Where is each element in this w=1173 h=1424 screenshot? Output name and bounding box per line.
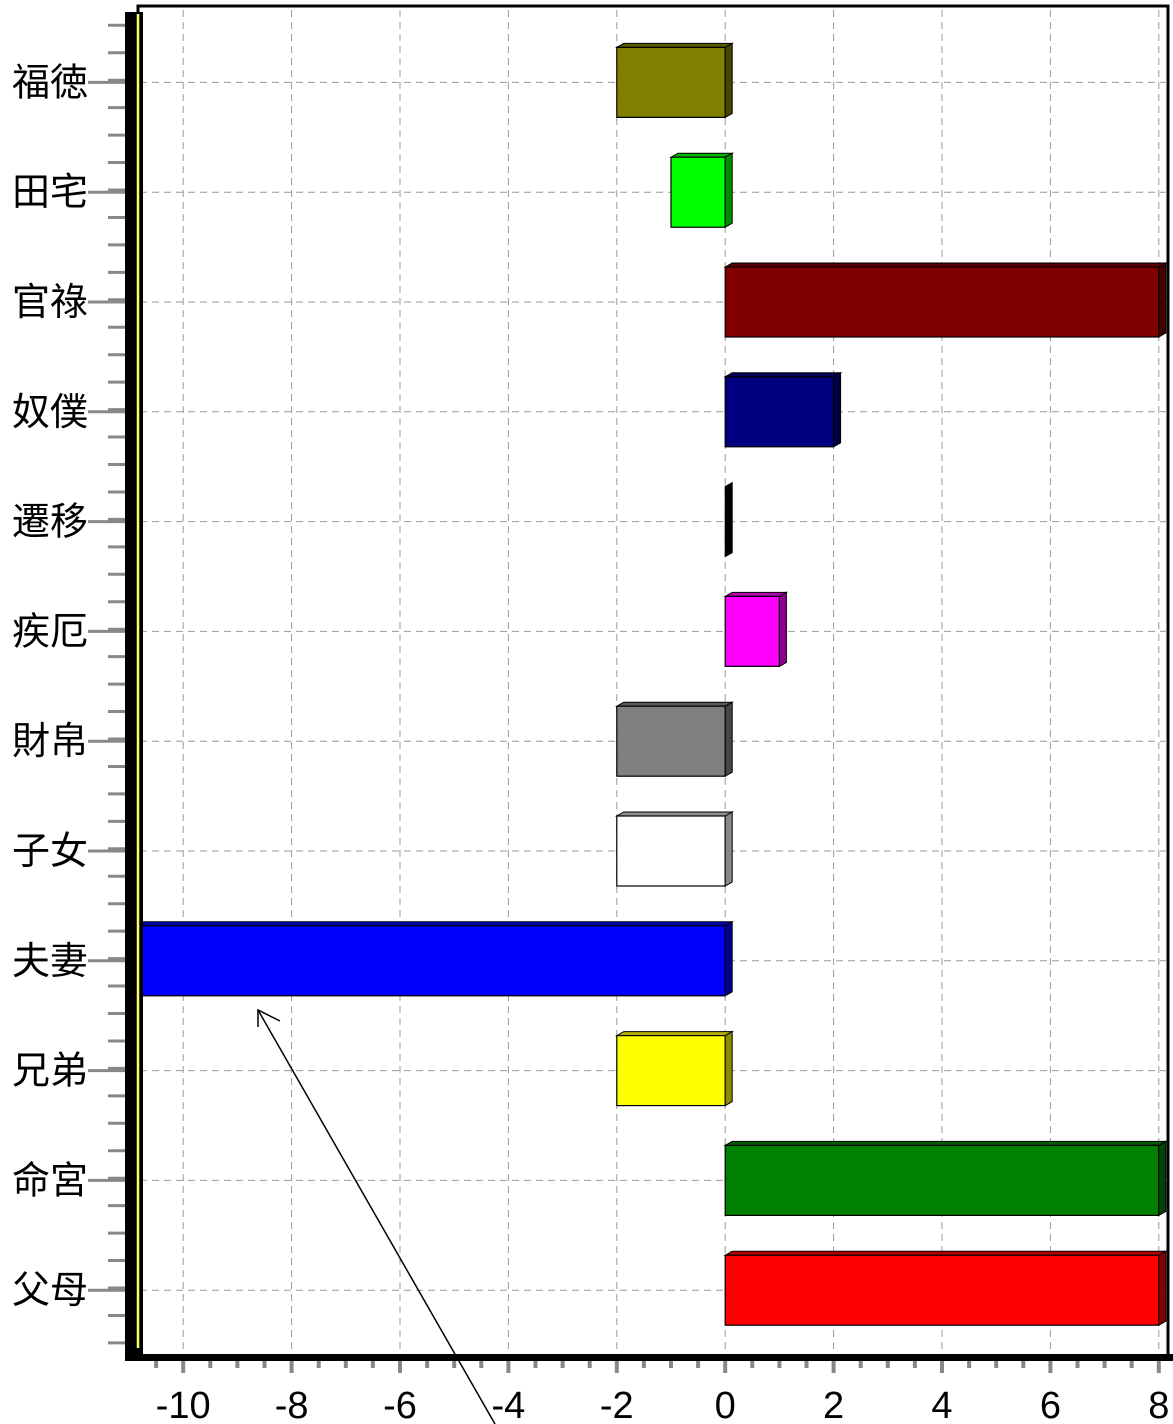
bar-front-face: [724, 1254, 1160, 1326]
bar: [614, 811, 735, 887]
bar: [127, 920, 735, 997]
bar-side-face: [724, 152, 733, 229]
y-axis-bar: [125, 12, 143, 1360]
x-tick-label: -6: [383, 1385, 417, 1424]
x-axis-bar: [125, 1354, 1173, 1361]
bar-side-face: [1158, 1250, 1167, 1327]
bar: [723, 1250, 1168, 1327]
y-tick-label: 命宮: [12, 1160, 88, 1202]
x-tick-label: -4: [492, 1385, 526, 1424]
x-tick-label: 2: [823, 1385, 844, 1424]
y-tick-label: 父母: [12, 1270, 88, 1312]
x-tick-label: 4: [931, 1385, 952, 1424]
bar-front-face: [724, 595, 781, 668]
bar-front-face: [616, 705, 726, 777]
bar: [723, 262, 1168, 338]
bar: [723, 371, 843, 448]
y-tick-label: 遷移: [12, 502, 88, 544]
bar-front-face: [724, 1144, 1160, 1217]
axes: [125, 12, 1173, 1361]
plot-area: [136, 4, 1170, 1359]
bar-front-face: [724, 266, 1160, 338]
y-axis-ticks: [88, 23, 125, 1345]
bar-side-face: [1158, 1140, 1167, 1217]
bar-front-face: [724, 376, 835, 448]
bar: [614, 42, 735, 119]
bar-front-face: [128, 925, 726, 997]
bar-side-face: [724, 701, 733, 778]
x-tick-label: 8: [1148, 1385, 1169, 1424]
y-tick-label: 奴僕: [12, 392, 88, 434]
bar: [614, 1030, 735, 1107]
bar: [723, 591, 789, 668]
bar-side-face: [724, 1030, 733, 1107]
bar-side-face: [1158, 262, 1167, 338]
bar-top-face: [723, 262, 1168, 268]
bar-side-face: [724, 920, 733, 997]
bar-side-face: [833, 371, 842, 448]
y-tick-label: 福徳: [12, 62, 88, 104]
y-tick-label: 夫妻: [12, 941, 88, 983]
y-tick-label: 財帛: [12, 721, 88, 763]
bar-top-face: [723, 372, 843, 378]
bar: [724, 481, 733, 558]
bar: [669, 152, 735, 229]
bars: [127, 42, 1168, 1327]
x-tick-label: -8: [275, 1385, 309, 1424]
x-tick-label: 6: [1040, 1385, 1061, 1424]
bar-side-face: [724, 42, 733, 119]
bar: [614, 701, 735, 778]
annotation-arrow: [257, 1009, 496, 1424]
bar: [723, 1140, 1168, 1217]
bar-side-face: [724, 811, 733, 887]
y-tick-label: 子女: [12, 831, 88, 873]
bar-front-face: [616, 1034, 726, 1107]
y-tick-label: 官祿: [12, 282, 88, 324]
bar-side-face: [724, 481, 733, 558]
grid-lines: [140, 10, 1168, 1350]
annotation-arrowhead: [257, 1008, 281, 1027]
bar-top-face: [669, 152, 735, 158]
x-tick-label: 0: [715, 1385, 736, 1424]
x-tick-label: -10: [156, 1385, 211, 1424]
bar-front-face: [670, 156, 726, 228]
x-axis-labels: -10 -8 -6 -4 -2 0 2 4 6 8: [156, 1385, 1170, 1424]
bar-side-face: [778, 591, 787, 668]
x-tick-label: -2: [600, 1385, 634, 1424]
x-axis-ticks: [154, 1361, 1161, 1373]
y-tick-label: 疾厄: [12, 611, 88, 653]
bar-front-face: [616, 815, 726, 887]
bar-front-face: [616, 46, 726, 119]
y-tick-label: 田宅: [12, 172, 88, 214]
y-tick-label: 兄弟: [12, 1051, 88, 1093]
